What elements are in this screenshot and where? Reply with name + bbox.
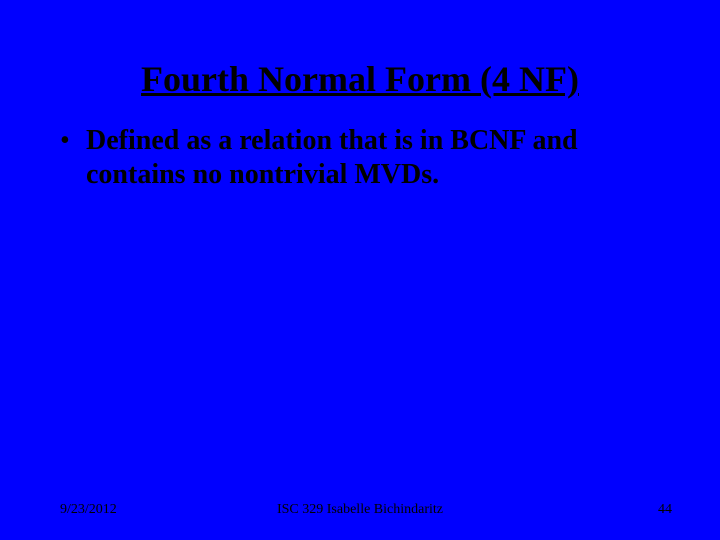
slide-footer: 9/23/2012 ISC 329 Isabelle Bichindaritz … — [0, 498, 720, 518]
footer-page-number: 44 — [658, 502, 672, 518]
bullet-item: • Defined as a relation that is in BCNF … — [58, 124, 680, 192]
slide: Fourth Normal Form (4 NF) • Defined as a… — [0, 0, 720, 540]
footer-center: ISC 329 Isabelle Bichindaritz — [0, 502, 720, 518]
slide-body: • Defined as a relation that is in BCNF … — [0, 124, 720, 192]
slide-title: Fourth Normal Form (4 NF) — [0, 0, 720, 124]
bullet-marker: • — [58, 124, 86, 158]
bullet-text: Defined as a relation that is in BCNF an… — [86, 124, 680, 192]
